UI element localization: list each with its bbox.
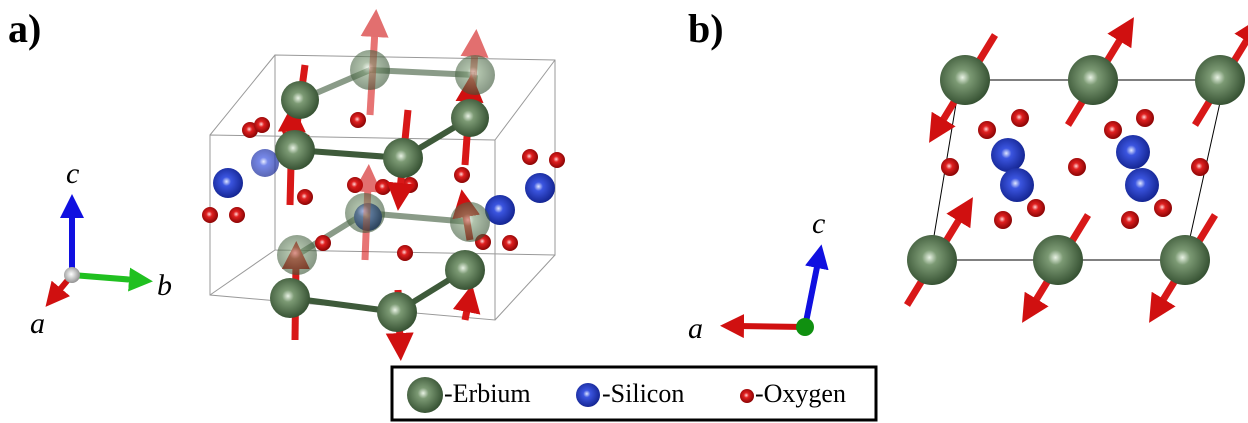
atom xyxy=(450,202,490,242)
a-axis-arrow xyxy=(738,326,805,327)
unit-cell xyxy=(210,250,275,295)
atom xyxy=(994,211,1012,229)
origin xyxy=(64,267,80,283)
legend-item: -Erbium xyxy=(444,379,531,408)
atom xyxy=(991,138,1025,172)
atom xyxy=(254,117,270,133)
origin xyxy=(796,318,814,336)
atom xyxy=(1068,55,1118,105)
atom xyxy=(907,235,957,285)
b-axis-arrow xyxy=(72,275,135,280)
atom xyxy=(397,245,413,261)
panel-b-label: b) xyxy=(688,6,724,51)
atom xyxy=(315,235,331,251)
atom xyxy=(1195,55,1245,105)
atom xyxy=(1033,235,1083,285)
atom xyxy=(375,179,391,195)
atom xyxy=(502,235,518,251)
atom xyxy=(1027,199,1045,217)
atom xyxy=(1121,211,1139,229)
c-axis-arrow xyxy=(805,262,818,327)
atom xyxy=(1160,235,1210,285)
atom xyxy=(350,50,390,90)
structures xyxy=(202,30,1248,340)
atom xyxy=(1000,168,1034,202)
axes-a: c b a xyxy=(30,157,172,340)
figure: a) b) c b a c a -Erbium -Silicon -Oxygen xyxy=(0,0,1248,423)
axis-label: c xyxy=(812,207,825,240)
unit-cell xyxy=(495,255,555,320)
atom xyxy=(1011,109,1029,127)
atom xyxy=(445,250,485,290)
axis-label: a xyxy=(30,307,45,340)
atom xyxy=(213,168,243,198)
axes-b: c a xyxy=(688,207,825,345)
silicon-swatch xyxy=(576,383,600,407)
atom xyxy=(525,173,555,203)
unit-cell xyxy=(495,60,555,140)
atom xyxy=(202,207,218,223)
atom xyxy=(940,55,990,105)
atom xyxy=(978,121,996,139)
page: {"panel_a": {"label": "a)", "axes": {"a"… xyxy=(0,0,1248,423)
atom xyxy=(1154,199,1172,217)
atom xyxy=(941,158,959,176)
atom xyxy=(275,130,315,170)
panel-a-label: a) xyxy=(8,6,41,51)
axis-label: b xyxy=(157,269,172,302)
atom xyxy=(297,189,313,205)
atom xyxy=(251,149,279,177)
atom xyxy=(454,167,470,183)
axis-label: a xyxy=(688,312,703,345)
atom xyxy=(270,278,310,318)
atom xyxy=(1136,109,1154,127)
atom xyxy=(350,112,366,128)
legend-item: -Silicon xyxy=(602,379,684,408)
atom xyxy=(1068,158,1086,176)
atom xyxy=(383,138,423,178)
atom xyxy=(1191,158,1209,176)
atom xyxy=(455,55,495,95)
atom xyxy=(522,149,538,165)
atom xyxy=(281,81,319,119)
legend: -Erbium -Silicon -Oxygen xyxy=(392,367,876,420)
atom xyxy=(229,207,245,223)
erbium-swatch xyxy=(407,377,443,413)
atom xyxy=(345,193,385,233)
oxygen-swatch xyxy=(740,389,754,403)
atom xyxy=(347,177,363,193)
axis-label: c xyxy=(66,157,79,190)
atom xyxy=(549,152,565,168)
atom xyxy=(277,235,317,275)
atom xyxy=(1116,135,1150,169)
spin-arrow xyxy=(465,305,468,320)
atom xyxy=(451,99,489,137)
atom xyxy=(1104,121,1122,139)
legend-item: -Oxygen xyxy=(755,379,846,408)
atom xyxy=(1125,168,1159,202)
atom xyxy=(377,292,417,332)
